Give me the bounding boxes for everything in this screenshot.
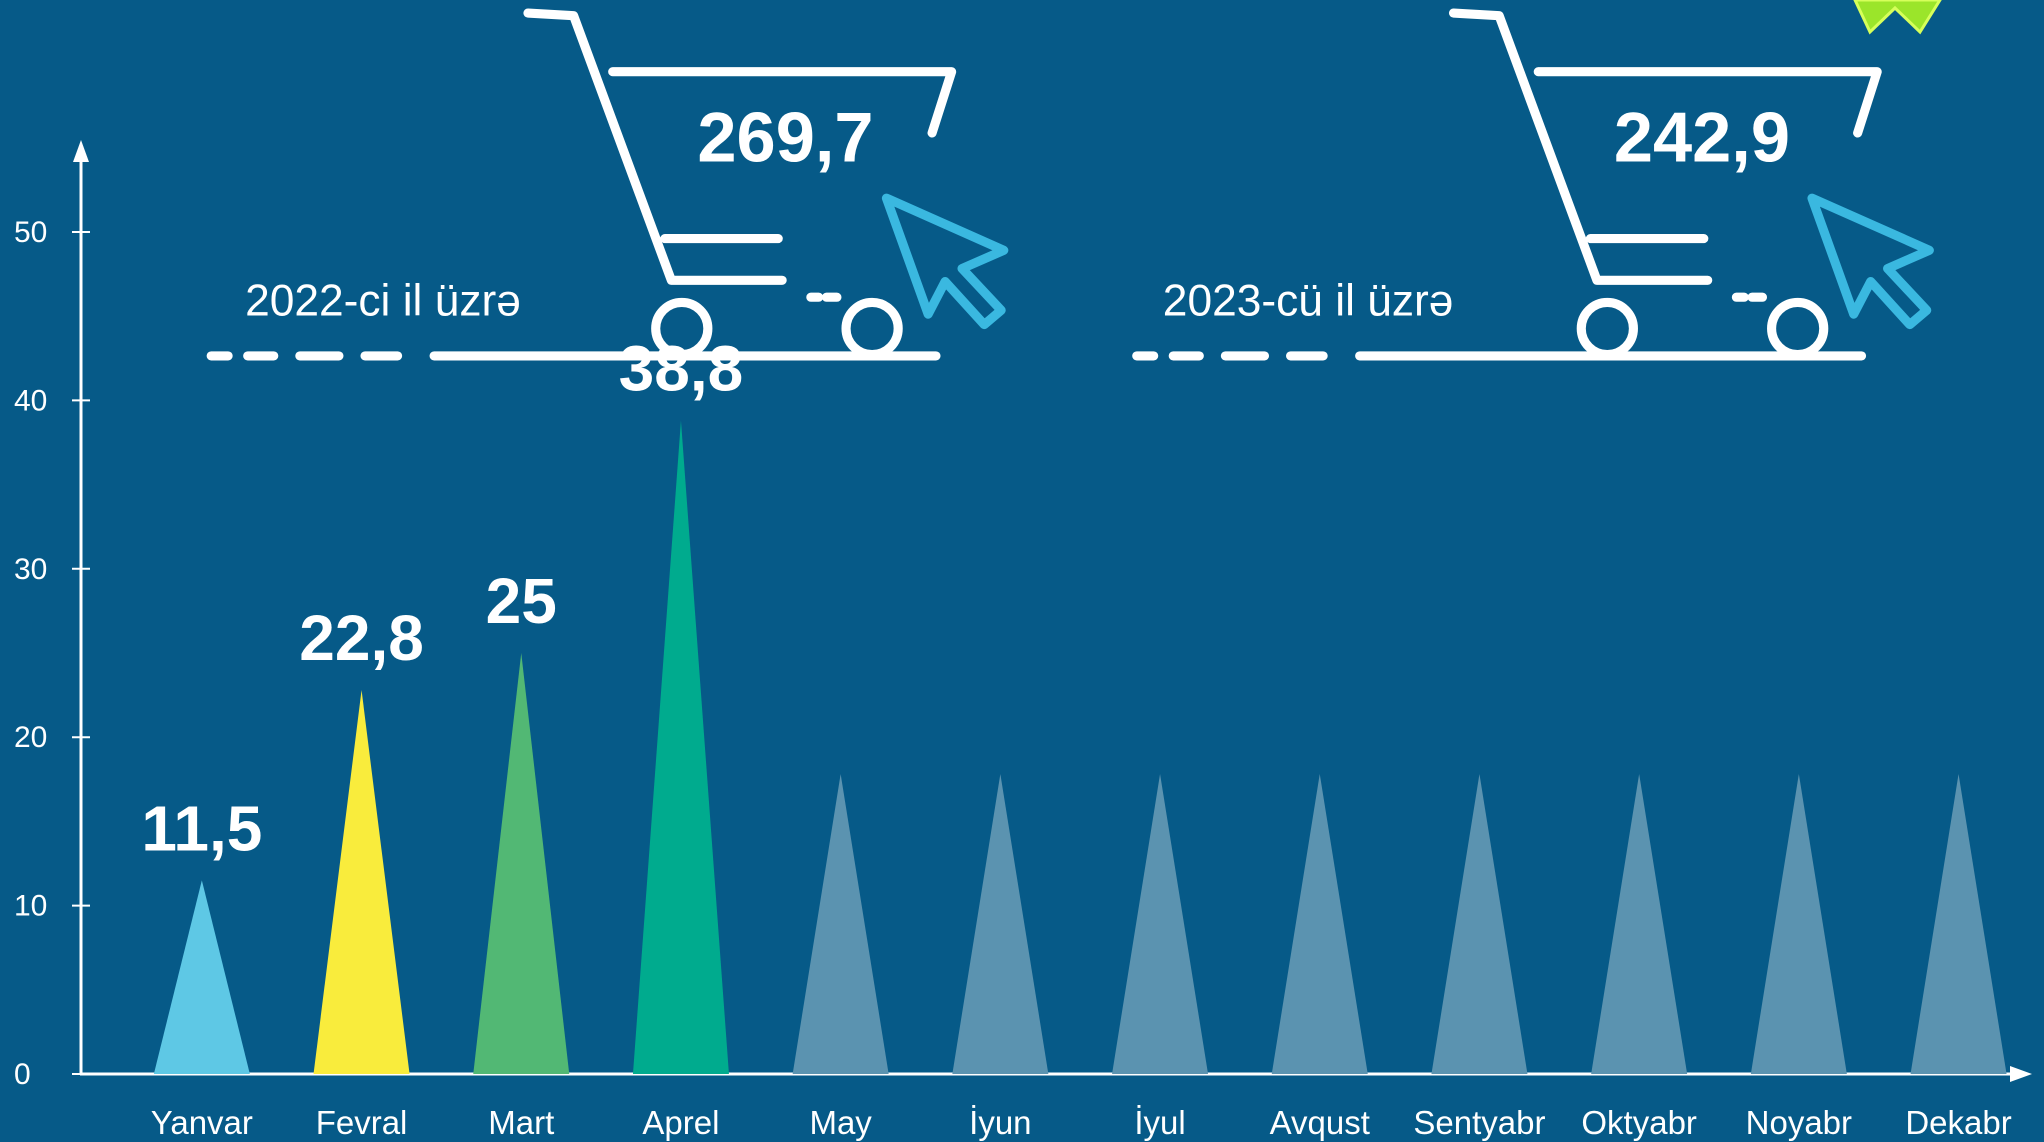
value-label: 11,5 (141, 792, 262, 864)
y-tick-label: 20 (14, 721, 47, 754)
chart: 2022-ci il üzrə 269,7 2023-cü il üzrə 24… (0, 0, 2044, 1142)
x-tick-label: Aprel (642, 1104, 719, 1141)
y-tick-label: 30 (14, 553, 47, 586)
x-tick-label: Fevral (316, 1104, 408, 1141)
value-label: 25 (486, 565, 557, 637)
value-label: 22,8 (299, 602, 424, 674)
x-tick-label: İyun (969, 1104, 1031, 1141)
y-tick-label: 50 (14, 216, 47, 249)
x-tick-label: İyul (1134, 1104, 1185, 1141)
x-tick-label: Yanvar (151, 1104, 253, 1141)
y-tick-label: 40 (14, 384, 47, 417)
x-tick-label: Dekabr (1905, 1104, 2011, 1141)
annotation-label: 2023-cü il üzrə (1163, 276, 1454, 325)
annotation-label: 2022-ci il üzrə (245, 276, 521, 325)
y-tick-label: 0 (14, 1058, 31, 1091)
page: 2022-ci il üzrə 269,7 2023-cü il üzrə 24… (0, 0, 2044, 1142)
x-tick-label: Sentyabr (1413, 1104, 1545, 1141)
x-tick-label: Noyabr (1746, 1104, 1852, 1141)
annotation-total: 269,7 (697, 98, 873, 177)
x-tick-label: Oktyabr (1581, 1104, 1697, 1141)
value-label: 38,8 (619, 333, 744, 405)
x-tick-label: Mart (488, 1104, 554, 1141)
x-tick-label: May (809, 1104, 872, 1141)
x-tick-label: Avqust (1270, 1104, 1370, 1141)
y-tick-label: 10 (14, 890, 47, 923)
annotation-total: 242,9 (1614, 98, 1790, 177)
